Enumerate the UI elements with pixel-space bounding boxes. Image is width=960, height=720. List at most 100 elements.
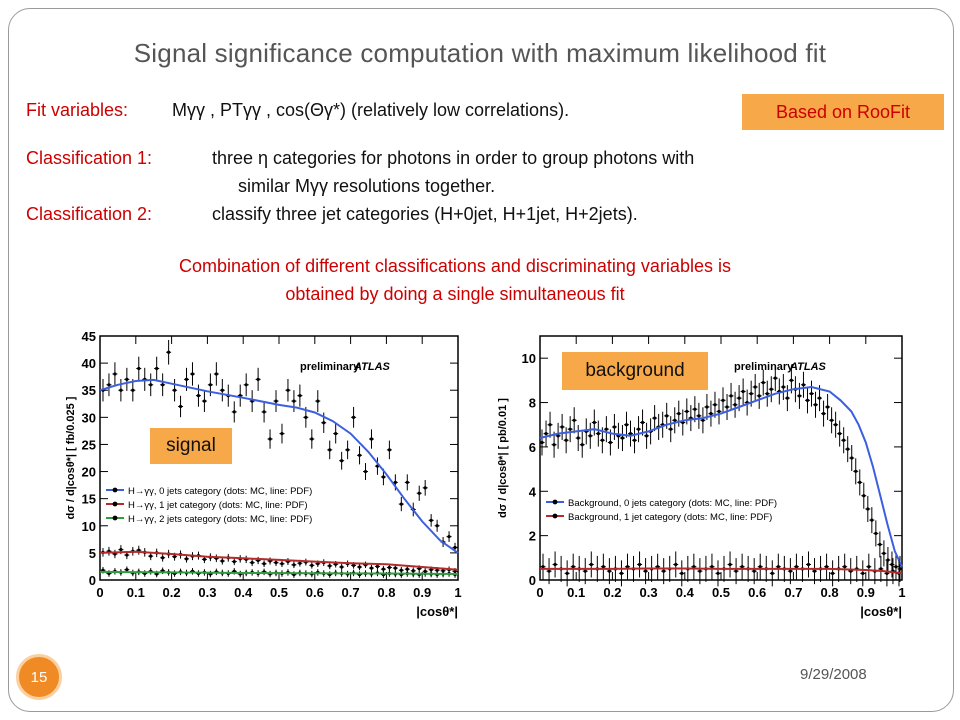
- x-tick-label: 0.3: [640, 585, 658, 600]
- data-point: [161, 383, 165, 387]
- data-point: [328, 564, 332, 568]
- preliminary-label: preliminary: [300, 361, 360, 373]
- data-point: [541, 565, 545, 569]
- data-point: [806, 562, 811, 567]
- atlas-label: ATLAS: [353, 361, 391, 373]
- x-tick-label: 0.7: [784, 585, 802, 600]
- data-point: [149, 383, 153, 387]
- y-axis-label: dσ / d|cosθ*| [ pb/0.01 ]: [497, 398, 509, 518]
- data-point: [340, 565, 344, 569]
- data-point: [405, 567, 409, 571]
- data-point: [817, 396, 822, 400]
- data-point: [552, 443, 556, 447]
- data-point: [298, 394, 302, 398]
- data-point: [232, 410, 236, 414]
- y-tick-label: 0: [529, 573, 536, 588]
- data-point: [713, 403, 717, 407]
- y-tick-label: 15: [82, 492, 96, 507]
- data-point: [879, 567, 883, 571]
- y-tick-label: 40: [82, 356, 96, 371]
- data-point: [710, 565, 714, 569]
- data-point: [548, 423, 552, 427]
- data-point: [149, 554, 153, 558]
- data-point: [190, 372, 195, 376]
- data-point: [770, 571, 774, 575]
- data-point: [351, 415, 356, 419]
- legend-marker: [112, 515, 118, 521]
- data-point: [576, 436, 580, 440]
- data-point: [137, 366, 141, 371]
- data-point: [172, 555, 177, 559]
- y-axis-label: dσ / d|cosθ*| [ fb/0.025 ]: [66, 396, 77, 519]
- data-point: [256, 377, 260, 381]
- data-point: [107, 383, 111, 387]
- data-point: [685, 409, 689, 414]
- data-point: [824, 565, 829, 569]
- data-point: [761, 380, 765, 385]
- data-point: [280, 432, 284, 436]
- data-point: [119, 388, 123, 392]
- data-point: [399, 502, 403, 506]
- data-point: [608, 440, 612, 445]
- data-point: [797, 394, 802, 398]
- data-point: [632, 438, 637, 442]
- data-point: [560, 425, 564, 429]
- x-tick-label: 0.6: [306, 585, 324, 600]
- data-point: [351, 563, 356, 567]
- data-point: [316, 399, 320, 403]
- x-axis-label: |cosθ*|: [860, 604, 902, 619]
- data-point: [564, 438, 568, 442]
- x-axis-label: |cosθ*|: [416, 604, 458, 619]
- data-point: [717, 409, 721, 414]
- data-point: [662, 569, 666, 573]
- data-point: [812, 569, 817, 573]
- legend-marker: [552, 499, 558, 505]
- data-point: [692, 565, 696, 569]
- data-point: [673, 418, 677, 422]
- data-point: [262, 410, 266, 414]
- data-point: [125, 553, 129, 557]
- data-point: [842, 438, 846, 442]
- data-point: [740, 565, 744, 569]
- data-point: [785, 396, 789, 400]
- data-point: [619, 571, 624, 575]
- legend-marker: [112, 501, 118, 507]
- y-tick-label: 2: [529, 529, 536, 544]
- data-point: [867, 565, 871, 569]
- data-point: [870, 518, 874, 522]
- data-point: [316, 562, 320, 566]
- data-point: [596, 432, 600, 436]
- data-point: [758, 565, 762, 569]
- data-point: [304, 415, 308, 419]
- legend-entry: H→γγ, 1 jet category (dots: MC, line: PD…: [128, 500, 308, 511]
- x-tick-label: 0: [536, 585, 543, 600]
- data-point: [858, 480, 862, 484]
- data-point: [393, 566, 397, 570]
- x-tick-label: 0.8: [821, 585, 839, 600]
- data-point: [601, 565, 605, 569]
- data-point: [625, 565, 630, 569]
- data-point: [677, 412, 681, 416]
- data-point: [544, 432, 548, 436]
- data-point: [155, 366, 159, 371]
- data-point: [429, 568, 433, 572]
- data-point: [453, 545, 457, 550]
- series-group: [539, 365, 903, 582]
- data-point: [721, 398, 725, 402]
- data-point: [268, 437, 272, 441]
- x-tick-label: 0.7: [342, 585, 360, 600]
- fit-variables-text: Mγγ , PTγγ , cos(Θγ*) (relatively low co…: [172, 100, 570, 120]
- data-point: [794, 565, 799, 569]
- data-point: [680, 571, 684, 575]
- y-tick-label: 45: [82, 329, 96, 344]
- classification-1-text: three η categories for photons in order …: [212, 148, 695, 168]
- slide-frame: [8, 8, 954, 712]
- data-point: [184, 557, 189, 561]
- data-point: [232, 559, 236, 564]
- data-point: [310, 437, 314, 441]
- data-point: [363, 469, 368, 474]
- y-tick-label: 35: [82, 383, 96, 398]
- data-point: [553, 562, 557, 567]
- data-point: [874, 531, 878, 536]
- classification-1-label: Classification 1:: [26, 148, 153, 168]
